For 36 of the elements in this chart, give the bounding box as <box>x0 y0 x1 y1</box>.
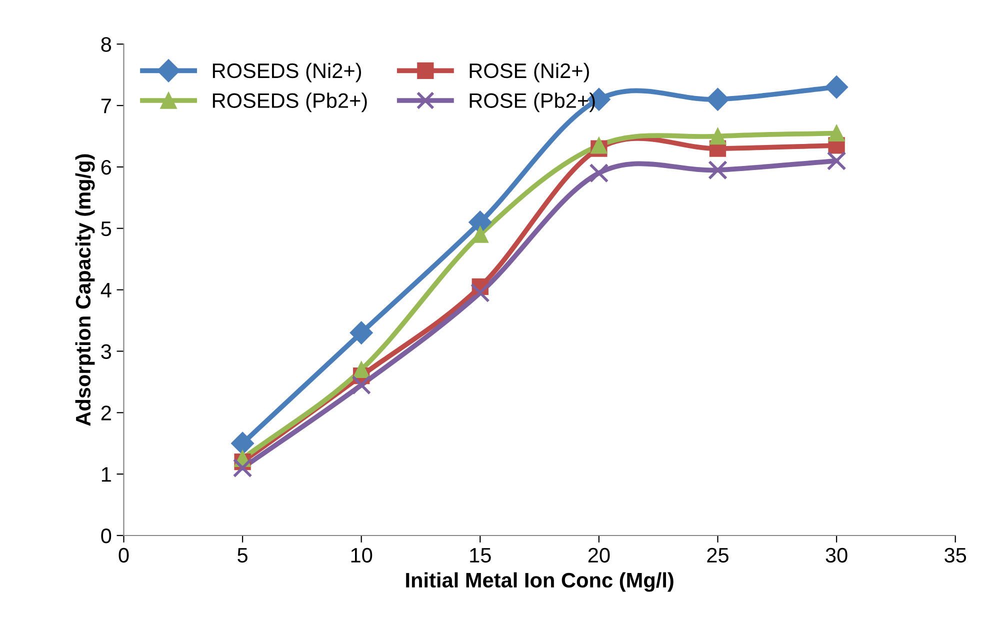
y-tick-label: 6 <box>101 160 112 175</box>
point <box>708 160 728 180</box>
x-tick-label: 0 <box>118 548 129 563</box>
x-tick-label: 35 <box>944 548 966 563</box>
y-tick-label: 0 <box>101 528 112 544</box>
y-tick-label: 7 <box>101 98 111 114</box>
point <box>828 124 845 142</box>
legend-label: ROSE (Ni2+) <box>470 62 589 82</box>
y-tick-label: 2 <box>101 406 111 420</box>
point <box>353 361 370 378</box>
x-tick-label: 10 <box>351 548 372 563</box>
legend-label: ROSEDS (Ni2+) <box>212 62 362 82</box>
point <box>470 283 490 303</box>
y-tick-label: 8 <box>101 37 112 52</box>
point <box>709 128 726 145</box>
point <box>232 458 252 478</box>
point <box>825 76 848 99</box>
point <box>590 137 608 154</box>
point <box>826 151 846 171</box>
legend-label: ROSEDS (Pb2+) <box>212 92 367 112</box>
y-tick-label: 5 <box>101 222 112 236</box>
x-tick-label: 20 <box>588 548 610 563</box>
point <box>706 88 730 111</box>
point <box>352 375 372 395</box>
y-tick-label: 3 <box>101 344 112 359</box>
x-tick-label: 5 <box>238 548 248 563</box>
x-tick-label: 15 <box>470 548 491 563</box>
x-tick-label: 25 <box>707 548 728 563</box>
point <box>231 432 254 455</box>
x-tick-label: 30 <box>826 548 848 563</box>
y-tick-label: 1 <box>102 467 111 482</box>
y-tick-label: 4 <box>100 283 112 298</box>
y-axis-title: Adsorption Capacity (mg/g) <box>75 154 95 426</box>
point <box>589 163 609 183</box>
point <box>350 321 373 344</box>
x-axis-title: Initial Metal Ion Conc (Mg/l) <box>406 572 674 592</box>
